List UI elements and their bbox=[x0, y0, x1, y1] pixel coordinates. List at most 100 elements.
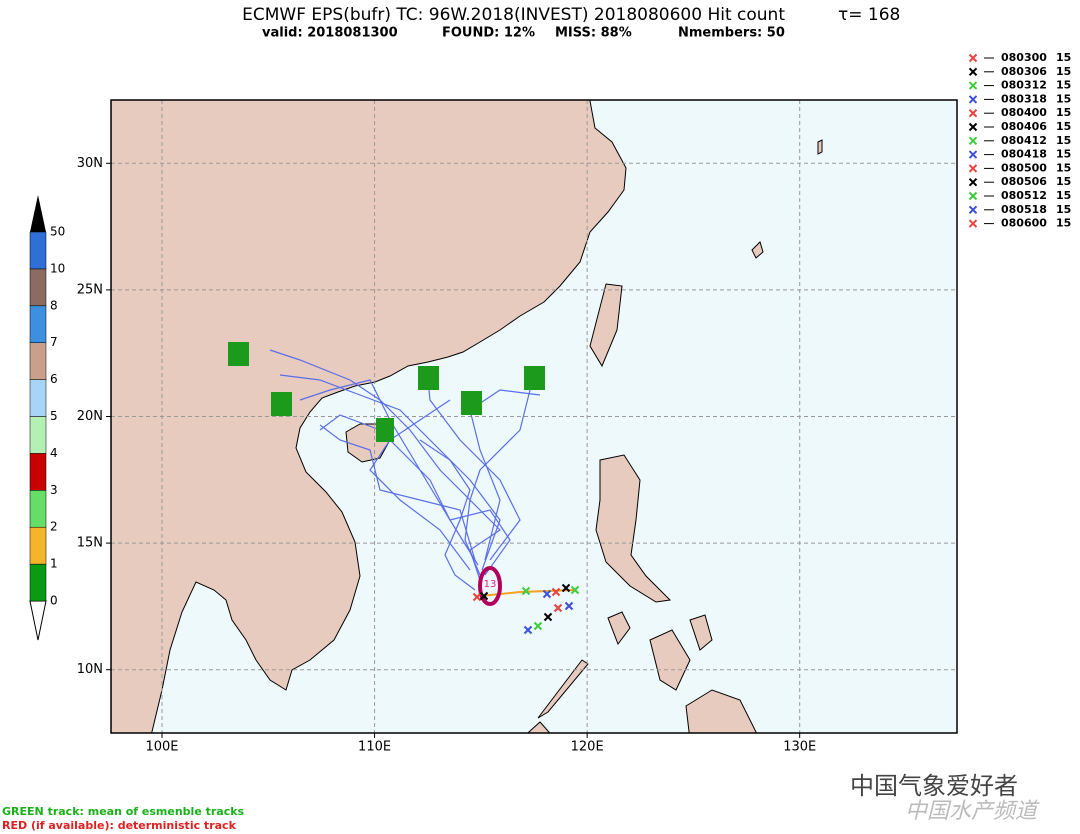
y-tick-label: 30N bbox=[77, 156, 103, 171]
grid bbox=[111, 100, 957, 733]
members: Nmembers: 50 bbox=[678, 26, 785, 41]
colorbar-label: 7 bbox=[50, 335, 58, 349]
legend-count: 15 bbox=[1056, 106, 1071, 119]
watermark: 中国气象爱好者 bbox=[850, 772, 1018, 800]
valid: valid: 2018081300 bbox=[262, 26, 398, 41]
legend-date: 080406 bbox=[1001, 120, 1047, 133]
legend-date: 080418 bbox=[1001, 148, 1047, 161]
colorbar-label: 50 bbox=[50, 225, 65, 239]
colorbar-label: 5 bbox=[50, 409, 58, 423]
y-tick-label: 20N bbox=[77, 409, 103, 424]
cross-marker bbox=[479, 591, 489, 601]
colorbar-label: 10 bbox=[50, 261, 65, 275]
legend-count: 15 bbox=[1056, 134, 1071, 147]
colorbar-label: 2 bbox=[50, 520, 58, 534]
cross-marker bbox=[523, 625, 533, 635]
y-tick-label: 15N bbox=[77, 536, 103, 551]
tracks bbox=[269, 349, 541, 591]
colorbar-label: 3 bbox=[50, 483, 58, 497]
cross-marker bbox=[533, 621, 543, 631]
cross-marker bbox=[553, 603, 563, 613]
mainland bbox=[111, 100, 627, 733]
legend-date: 080300 bbox=[1001, 51, 1047, 64]
legend-count: 15 bbox=[1056, 161, 1071, 174]
cross-marker bbox=[542, 589, 552, 599]
legend-date: 080312 bbox=[1001, 79, 1047, 92]
colorbar-segment bbox=[29, 490, 47, 528]
cross-marker bbox=[564, 601, 574, 611]
cross-marker bbox=[968, 81, 978, 90]
red-note: RED (if available): deterministic track bbox=[2, 819, 237, 832]
colorbar-label: 0 bbox=[50, 594, 58, 608]
cross-marker bbox=[521, 586, 531, 596]
colorbar-segment bbox=[29, 526, 47, 565]
cross-marker bbox=[968, 95, 978, 104]
colorbar-label: 8 bbox=[50, 298, 58, 312]
cross-marker bbox=[968, 67, 978, 77]
map: 13 bbox=[111, 100, 957, 733]
cross-marker bbox=[968, 219, 978, 228]
storm-symbol bbox=[478, 566, 502, 606]
watermark2: 中国水产频道 bbox=[905, 799, 1040, 824]
colorbar-top bbox=[30, 195, 46, 232]
cross-marker bbox=[968, 53, 978, 63]
cross-marker bbox=[472, 592, 482, 602]
colorbar: 0 1 2 3 4 5 6 7 8 10 50 bbox=[29, 225, 65, 608]
colorbar-segment bbox=[29, 379, 47, 417]
palawan bbox=[537, 659, 589, 719]
cross-marker bbox=[543, 612, 553, 622]
legend-count: 15 bbox=[1056, 120, 1071, 133]
colorbar-segment bbox=[29, 416, 47, 454]
legend-count: 15 bbox=[1056, 65, 1071, 78]
cross-marker bbox=[968, 136, 978, 146]
colorbar-segment bbox=[29, 305, 47, 343]
cross-marker bbox=[968, 164, 978, 173]
luzon bbox=[595, 454, 672, 603]
cross-marker bbox=[968, 122, 978, 132]
legend-count: 15 bbox=[1056, 217, 1071, 230]
cross-marker bbox=[968, 205, 978, 215]
legend-count: 15 bbox=[1056, 189, 1071, 202]
cross-marker bbox=[570, 585, 580, 595]
borneo bbox=[527, 721, 551, 733]
genesis-boxes bbox=[228, 342, 545, 442]
y-tick-label: 25N bbox=[77, 282, 103, 297]
legend-count: 15 bbox=[1056, 175, 1071, 188]
legend-count: 15 bbox=[1056, 148, 1071, 161]
colorbar-bottom bbox=[29, 600, 47, 641]
miss: MISS: 88% bbox=[555, 26, 632, 41]
mindanao bbox=[685, 689, 758, 733]
islet bbox=[751, 139, 823, 259]
cross-marker bbox=[968, 108, 978, 118]
title: ECMWF EPS(bufr) TC: 96W.2018(INVEST) 201… bbox=[242, 5, 785, 25]
visayas bbox=[649, 614, 713, 691]
y-tick-label: 10N bbox=[77, 662, 103, 677]
mindoro bbox=[607, 611, 631, 646]
track-markers bbox=[472, 583, 580, 635]
taiwan bbox=[589, 283, 623, 368]
x-tick-label: 130E bbox=[783, 740, 816, 755]
legend-date: 080400 bbox=[1001, 106, 1047, 119]
colorbar-label: 4 bbox=[50, 446, 58, 460]
colorbar-segment bbox=[29, 268, 47, 307]
legend-date: 080318 bbox=[1001, 92, 1047, 105]
legend-date: 080412 bbox=[1001, 134, 1047, 147]
x-tick-label: 120E bbox=[571, 740, 604, 755]
colorbar-segment bbox=[29, 342, 47, 380]
x-tick-label: 110E bbox=[358, 740, 391, 755]
tau: τ= 168 bbox=[838, 5, 900, 25]
colorbar-segment bbox=[29, 231, 47, 270]
legend-date: 080518 bbox=[1001, 203, 1047, 216]
legend: 080300 15 080306 15 080312 15 080318 15 080400 15… bbox=[968, 51, 1071, 230]
legend-count: 15 bbox=[1056, 92, 1071, 105]
colorbar-segment bbox=[29, 453, 47, 491]
found: FOUND: 12% bbox=[442, 26, 535, 41]
cross-marker bbox=[968, 191, 978, 201]
legend-date: 080306 bbox=[1001, 65, 1047, 78]
green-note: GREEN track: mean of esmenble tracks bbox=[2, 805, 245, 818]
legend-date: 080500 bbox=[1001, 161, 1047, 174]
cross-marker bbox=[551, 587, 561, 597]
colorbar-segment bbox=[29, 563, 47, 602]
legend-date: 080506 bbox=[1001, 175, 1047, 188]
